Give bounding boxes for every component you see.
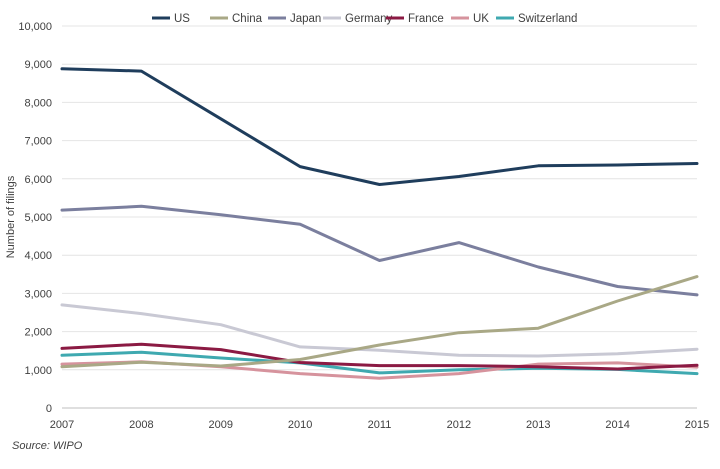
y-tick-label: 7,000 xyxy=(24,136,52,148)
y-tick-label: 10,000 xyxy=(18,21,52,33)
legend-label-japan: Japan xyxy=(290,13,321,25)
y-tick-label: 0 xyxy=(46,403,52,415)
x-tick-label: 2008 xyxy=(129,419,153,431)
y-tick-label: 5,000 xyxy=(24,212,52,224)
y-tick-label: 1,000 xyxy=(24,365,52,377)
y-tick-label: 8,000 xyxy=(24,97,52,109)
source-note: Source: WIPO xyxy=(12,440,83,452)
series-line-france xyxy=(60,342,699,371)
y-tick-label: 6,000 xyxy=(24,174,52,186)
gridlines xyxy=(62,25,697,371)
x-tick-label: 2013 xyxy=(526,419,550,431)
y-tick-label: 2,000 xyxy=(24,327,52,339)
y-tick-label: 3,000 xyxy=(24,288,52,300)
legend-label-germany: Germany xyxy=(345,13,393,25)
x-tick-label: 2015 xyxy=(685,419,709,431)
series-line-japan xyxy=(60,204,699,297)
series-line-germany xyxy=(60,303,699,358)
y-axis-ticks: 0 1,000 2,000 3,000 4,000 5,000 6,000 7,000 8,00… xyxy=(18,21,52,415)
series-lines xyxy=(60,67,699,380)
y-axis-label: Number of filings xyxy=(5,175,17,258)
legend: US China Japan Germany France UK Switzerland xyxy=(152,13,577,25)
x-tick-label: 2011 xyxy=(368,419,392,431)
legend-label-switzerland: Switzerland xyxy=(518,13,577,25)
x-axis-ticks: 2007 2008 2009 2010 2011 2012 2013 2014 2015 xyxy=(50,419,709,431)
x-tick-label: 2007 xyxy=(50,419,74,431)
y-tick-label: 9,000 xyxy=(24,59,52,71)
legend-label-china: China xyxy=(232,13,263,25)
legend-label-france: France xyxy=(408,13,444,25)
series-line-china xyxy=(60,275,699,369)
x-tick-label: 2014 xyxy=(605,419,629,431)
x-tick-label: 2010 xyxy=(288,419,312,431)
legend-label-uk: UK xyxy=(473,13,489,25)
legend-label-us: US xyxy=(174,13,190,25)
x-tick-label: 2009 xyxy=(209,419,233,431)
series-line-us xyxy=(60,67,699,186)
x-tick-label: 2012 xyxy=(447,419,471,431)
y-tick-label: 4,000 xyxy=(24,250,52,262)
